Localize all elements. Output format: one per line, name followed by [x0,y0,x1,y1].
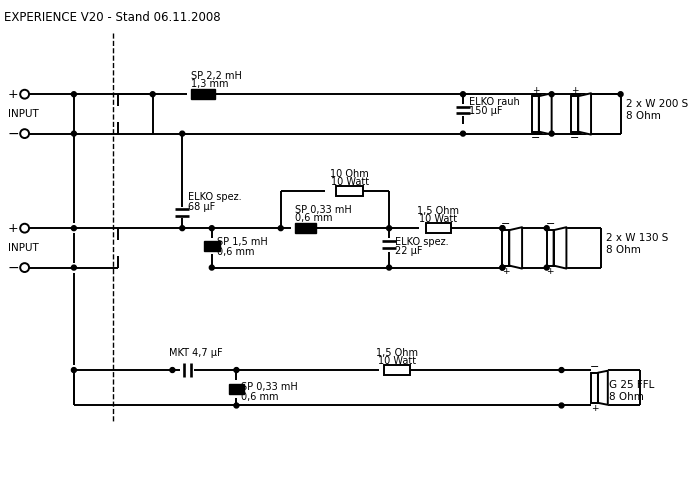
Text: −: − [8,261,20,275]
Bar [591,372,598,403]
Text: 0,6 mm: 0,6 mm [217,247,254,257]
Circle shape [500,265,505,270]
Polygon shape [578,93,591,134]
Circle shape [550,92,554,96]
Circle shape [234,403,239,408]
Text: 10 Watt: 10 Watt [419,214,457,224]
Circle shape [71,226,76,231]
Text: ELKO spez.: ELKO spez. [395,237,449,247]
Text: 22 µF: 22 µF [395,246,423,256]
Bar [336,186,363,196]
Circle shape [71,368,76,372]
Polygon shape [554,227,566,269]
Circle shape [500,265,505,270]
Text: +: + [531,86,539,95]
Text: SP 2,2 mH: SP 2,2 mH [191,72,242,82]
Circle shape [71,92,76,96]
Text: −: − [501,219,510,229]
Text: INPUT: INPUT [8,109,38,119]
Text: 8 Ohm: 8 Ohm [606,245,640,255]
Text: 1,3 mm: 1,3 mm [191,79,229,89]
Circle shape [550,131,554,136]
Text: 150 µF: 150 µF [469,106,503,116]
Text: +: + [8,88,18,101]
Bar [426,223,452,233]
Text: −: − [590,362,599,372]
Text: +: + [8,222,18,235]
Bar [191,89,215,99]
Text: 1,5 Ohm: 1,5 Ohm [417,206,459,216]
Bar [295,223,316,233]
Text: SP 0,33 mH: SP 0,33 mH [295,205,351,216]
Text: −: − [570,132,580,143]
Text: −: − [531,132,540,143]
Polygon shape [598,371,608,405]
Text: +: + [591,404,598,413]
Circle shape [559,368,564,372]
Text: +: + [502,266,510,276]
Text: 0,6 mm: 0,6 mm [241,392,279,402]
Circle shape [209,226,214,231]
Text: SP 0,33 mH: SP 0,33 mH [241,382,298,392]
Circle shape [279,226,284,231]
Text: 10 Watt: 10 Watt [330,177,369,187]
Circle shape [461,92,466,96]
Polygon shape [510,227,522,269]
Bar [503,230,510,265]
Text: 2 x W 200 S: 2 x W 200 S [626,99,688,109]
Text: 10 Watt: 10 Watt [378,356,416,366]
Text: G 25 FFL: G 25 FFL [609,380,654,390]
Bar [204,241,220,251]
Text: INPUT: INPUT [8,243,38,253]
Circle shape [500,226,505,231]
Circle shape [618,92,623,96]
Bar [571,96,578,132]
Bar [228,384,244,394]
Text: 2 x W 130 S: 2 x W 130 S [606,233,668,243]
Circle shape [180,131,185,136]
Polygon shape [539,93,552,134]
Text: ELKO spez.: ELKO spez. [188,192,241,202]
Circle shape [170,368,175,372]
Bar [532,96,539,132]
Text: MKT 4,7 µF: MKT 4,7 µF [169,348,223,358]
Text: 1,5 Ohm: 1,5 Ohm [376,348,418,358]
Circle shape [545,226,550,231]
Circle shape [500,226,505,231]
Circle shape [209,265,214,270]
Circle shape [150,92,155,96]
Text: 8 Ohm: 8 Ohm [626,111,660,121]
Text: +: + [571,86,578,95]
Text: SP 1,5 mH: SP 1,5 mH [217,237,267,247]
Bar [384,365,409,375]
Bar [547,230,554,265]
Text: −: − [8,127,20,141]
Circle shape [386,265,391,270]
Circle shape [461,131,466,136]
Circle shape [386,226,391,231]
Circle shape [71,131,76,136]
Text: −: − [545,219,555,229]
Circle shape [545,265,550,270]
Circle shape [180,226,185,231]
Text: 0,6 mm: 0,6 mm [295,213,332,223]
Text: EXPERIENCE V20 - Stand 06.11.2008: EXPERIENCE V20 - Stand 06.11.2008 [4,12,220,24]
Circle shape [71,265,76,270]
Text: 10 Ohm: 10 Ohm [330,169,369,179]
Text: 8 Ohm: 8 Ohm [609,392,643,402]
Text: ELKO rauh: ELKO rauh [469,97,519,107]
Circle shape [234,368,239,372]
Circle shape [559,403,564,408]
Text: 68 µF: 68 µF [188,202,216,212]
Text: +: + [547,266,554,276]
